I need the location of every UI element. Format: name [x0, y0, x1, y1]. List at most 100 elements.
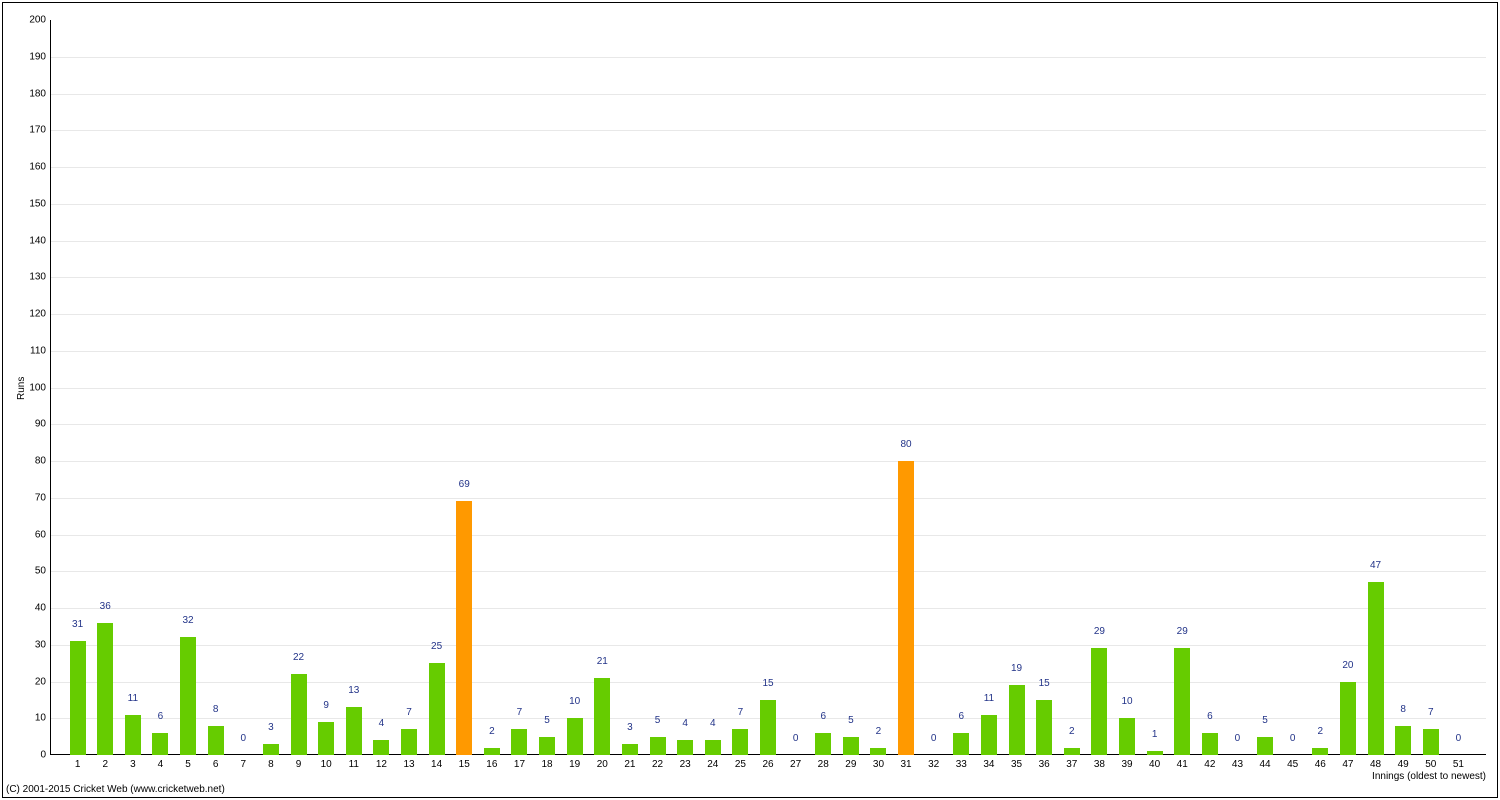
bar [1091, 648, 1107, 755]
x-tick-label: 20 [597, 755, 608, 770]
y-tick-label: 140 [29, 235, 50, 246]
gridline [50, 351, 1486, 352]
bar [318, 722, 334, 755]
bar-value-label: 80 [901, 439, 912, 450]
bar-value-label: 15 [1039, 678, 1050, 689]
bar [1395, 726, 1411, 755]
bar [373, 740, 389, 755]
x-tick-label: 23 [680, 755, 691, 770]
bar [732, 729, 748, 755]
x-tick-label: 41 [1177, 755, 1188, 770]
bar-value-label: 5 [848, 715, 854, 726]
bar [263, 744, 279, 755]
x-tick-label: 24 [707, 755, 718, 770]
x-tick-label: 16 [486, 755, 497, 770]
bar [815, 733, 831, 755]
bar [1423, 729, 1439, 755]
x-tick-label: 31 [901, 755, 912, 770]
bar-value-label: 7 [517, 707, 523, 718]
bar [622, 744, 638, 755]
x-tick-label: 19 [569, 755, 580, 770]
bar [511, 729, 527, 755]
bar [291, 674, 307, 755]
bar-value-label: 11 [128, 693, 138, 704]
bar-value-label: 0 [1456, 733, 1462, 744]
bar [1340, 682, 1356, 756]
x-tick-label: 29 [845, 755, 856, 770]
gridline [50, 167, 1486, 168]
bar-value-label: 6 [1207, 711, 1213, 722]
x-tick-label: 43 [1232, 755, 1243, 770]
y-tick-label: 180 [29, 88, 50, 99]
bar-value-label: 10 [1121, 696, 1132, 707]
bar-value-label: 5 [1262, 715, 1268, 726]
bar-value-label: 7 [738, 707, 744, 718]
bar [1064, 748, 1080, 755]
y-tick-label: 150 [29, 198, 50, 209]
y-tick-label: 80 [35, 456, 50, 467]
x-tick-label: 36 [1039, 755, 1050, 770]
x-tick-label: 37 [1066, 755, 1077, 770]
x-tick-label: 1 [75, 755, 81, 770]
bar [1312, 748, 1328, 755]
y-tick-label: 0 [40, 750, 50, 761]
gridline [50, 535, 1486, 536]
gridline [50, 241, 1486, 242]
x-tick-label: 17 [514, 755, 525, 770]
bar [677, 740, 693, 755]
bar-value-label: 0 [793, 733, 799, 744]
bar [539, 737, 555, 755]
gridline [50, 571, 1486, 572]
gridline [50, 388, 1486, 389]
x-tick-label: 28 [818, 755, 829, 770]
x-tick-label: 38 [1094, 755, 1105, 770]
bar-value-label: 3 [268, 722, 274, 733]
x-tick-label: 8 [268, 755, 274, 770]
x-tick-label: 15 [459, 755, 470, 770]
bar-value-label: 2 [489, 726, 495, 737]
bar-value-label: 0 [241, 733, 247, 744]
x-tick-label: 32 [928, 755, 939, 770]
bar [401, 729, 417, 755]
bar-value-label: 2 [876, 726, 882, 737]
x-tick-label: 6 [213, 755, 219, 770]
bar [484, 748, 500, 755]
bar [429, 663, 445, 755]
x-axis-title: Innings (oldest to newest) [1372, 771, 1486, 782]
bar-value-label: 4 [710, 718, 716, 729]
bar [1257, 737, 1273, 755]
bar-value-label: 47 [1370, 560, 1381, 571]
bar [1009, 685, 1025, 755]
y-tick-label: 200 [29, 15, 50, 26]
y-tick-label: 70 [35, 492, 50, 503]
gridline [50, 130, 1486, 131]
y-tick-label: 50 [35, 566, 50, 577]
x-tick-label: 42 [1204, 755, 1215, 770]
plot-area: 0102030405060708090100110120130140150160… [50, 20, 1486, 755]
bar-value-label: 36 [100, 601, 111, 612]
bar-value-label: 3 [627, 722, 633, 733]
bar [97, 623, 113, 755]
bar-value-label: 4 [682, 718, 688, 729]
y-tick-label: 110 [30, 345, 50, 356]
bar [898, 461, 914, 755]
x-tick-label: 2 [102, 755, 108, 770]
y-tick-label: 90 [35, 419, 50, 430]
bar-value-label: 8 [1400, 704, 1406, 715]
x-tick-label: 49 [1398, 755, 1409, 770]
bar [1368, 582, 1384, 755]
x-tick-label: 48 [1370, 755, 1381, 770]
bar-value-label: 5 [655, 715, 661, 726]
y-tick-label: 130 [29, 272, 50, 283]
bar [1119, 718, 1135, 755]
bar [152, 733, 168, 755]
bar-value-label: 29 [1177, 626, 1188, 637]
bar-value-label: 21 [597, 656, 608, 667]
x-tick-label: 50 [1425, 755, 1436, 770]
bar [760, 700, 776, 755]
x-tick-label: 40 [1149, 755, 1160, 770]
bar-value-label: 7 [406, 707, 412, 718]
y-axis-title: Runs [16, 376, 27, 399]
x-tick-label: 11 [349, 755, 359, 770]
y-tick-label: 20 [35, 676, 50, 687]
